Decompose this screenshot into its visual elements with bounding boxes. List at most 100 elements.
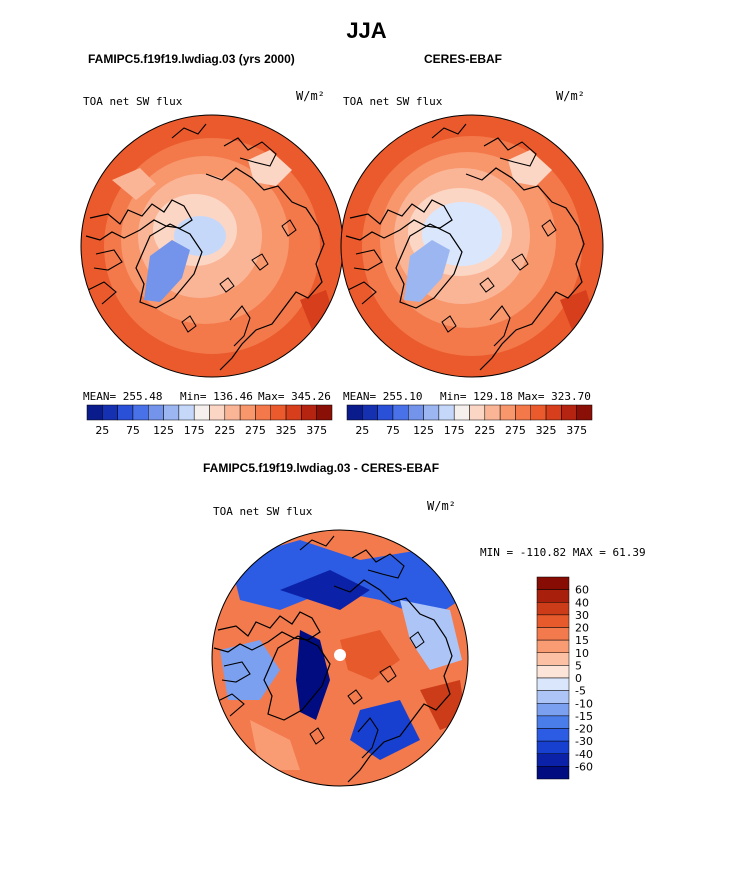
left-field-polar-low <box>174 216 226 256</box>
diff-field-greenland <box>296 630 330 720</box>
diff-colorbar-swatch <box>536 766 570 780</box>
diff-colorbar-swatch <box>536 677 570 691</box>
left-colorbar-tick-label: 125 <box>153 424 174 437</box>
right-map-border <box>340 114 604 378</box>
left-colorbar-swatch <box>102 404 118 421</box>
diff-colorbar-tick-label: -15 <box>575 710 593 723</box>
diff-field-pole-hole <box>334 649 346 661</box>
right-colorbar-swatch <box>469 404 486 421</box>
right-colorbar-tick-label: 75 <box>386 424 400 437</box>
right-field-patch-a <box>508 150 552 186</box>
right-colorbar-swatch <box>438 404 455 421</box>
right-colorbar-swatch <box>377 404 394 421</box>
diff-colorbar-tick-label: 0 <box>575 672 582 685</box>
diff-colorbar-swatch <box>536 602 570 616</box>
left-colorbar-swatch <box>148 404 164 421</box>
diff-colorbar-tick-label: -5 <box>575 685 586 698</box>
left-colorbar-swatch <box>86 404 103 421</box>
diff-colorbar-swatch <box>536 652 570 666</box>
right-units-label: W/m² <box>556 89 585 103</box>
diff-colorbar-tick-label: -30 <box>575 735 593 748</box>
diff-colorbar-swatch <box>536 753 570 767</box>
left-mean-stat: MEAN= 255.48 <box>83 390 163 403</box>
right-colorbar-tick-label: 275 <box>505 424 526 437</box>
left-field-patch-a <box>248 150 292 186</box>
diff-colorbar-tick-label: -40 <box>575 748 593 761</box>
diff-colorbar-tick-label: 30 <box>575 609 589 622</box>
diff-colorbar-tick-label: 60 <box>575 584 589 597</box>
left-panel-title: FAMIPC5.f19f19.lwdiag.03 (yrs 2000) <box>88 52 295 66</box>
diff-colorbar-swatch <box>536 715 570 729</box>
left-colorbar-swatch <box>193 404 210 421</box>
left-min-stat: Min= 136.46 <box>180 390 253 403</box>
right-colorbar-swatch <box>408 404 424 421</box>
right-colorbar-tick-label: 25 <box>355 424 369 437</box>
diff-colorbar-swatch <box>536 690 570 704</box>
diff-field-east-pale <box>400 600 462 670</box>
diff-colorbar-swatch <box>536 639 570 653</box>
right-colorbar-swatch <box>453 404 470 421</box>
right-colorbar-swatch <box>530 404 547 421</box>
right-variable-label: TOA net SW flux <box>343 95 443 108</box>
left-colorbar: 25 75 125 175 225 275 325 375 <box>86 404 333 437</box>
right-colorbar-tick-label: 375 <box>566 424 587 437</box>
right-colorbar-swatch <box>346 404 363 421</box>
left-colorbar-tick-label: 275 <box>245 424 266 437</box>
right-mean-stat: MEAN= 255.10 <box>343 390 423 403</box>
right-colorbar-tick-label: 125 <box>413 424 434 437</box>
left-colorbar-tick-label: 325 <box>276 424 297 437</box>
right-colorbar-swatch <box>499 404 516 421</box>
right-colorbar-swatch <box>561 404 577 421</box>
left-colorbar-swatch <box>224 404 241 421</box>
left-colorbar-swatch <box>178 404 195 421</box>
left-units-label: W/m² <box>296 89 325 103</box>
left-field-patch-b <box>112 168 156 200</box>
left-colorbar-swatch <box>301 404 317 421</box>
diff-variable-label: TOA net SW flux <box>213 505 313 518</box>
diff-colorbar-swatch <box>536 703 570 717</box>
right-panel-title: CERES-EBAF <box>424 52 503 66</box>
diff-field-center-red <box>340 630 400 680</box>
diff-map-border <box>211 529 469 787</box>
right-colorbar-swatch <box>515 404 531 421</box>
diff-colorbar-swatch <box>536 589 570 603</box>
left-colorbar-tick-label: 225 <box>214 424 235 437</box>
left-polar-map <box>80 114 344 378</box>
right-min-stat: Min= 129.18 <box>440 390 513 403</box>
diff-colorbar-swatch <box>536 614 570 628</box>
right-colorbar-swatch <box>392 404 409 421</box>
right-colorbar-swatch <box>545 404 562 421</box>
right-colorbar-swatch <box>362 404 378 421</box>
diff-minmax-stat: MIN = -110.82 MAX = 61.39 <box>480 546 646 559</box>
right-colorbar-swatch <box>576 404 593 421</box>
left-colorbar-swatch <box>255 404 271 421</box>
left-colorbar-tick-label: 175 <box>184 424 205 437</box>
diff-field-south-orange <box>250 720 300 770</box>
diff-colorbar-swatch <box>536 665 570 679</box>
diff-colorbar-tick-label: 10 <box>575 647 589 660</box>
diff-units-label: W/m² <box>427 499 456 513</box>
diff-field-north-deep <box>280 570 370 610</box>
left-colorbar-swatch <box>132 404 149 421</box>
right-colorbar-tick-label: 325 <box>536 424 557 437</box>
diff-field-south-blue <box>350 700 420 760</box>
left-colorbar-tick-label: 375 <box>306 424 327 437</box>
diff-colorbar-tick-label: -10 <box>575 697 593 710</box>
right-colorbar: 25 75 125 175 225 275 325 375 <box>346 404 593 437</box>
diff-colorbar-swatch <box>536 740 570 754</box>
diff-colorbar-swatch <box>536 728 570 742</box>
diff-colorbar-swatch <box>536 576 570 590</box>
page-title: JJA <box>346 18 387 43</box>
left-colorbar-swatch <box>163 404 180 421</box>
right-colorbar-swatch <box>423 404 440 421</box>
diff-colorbar-tick-label: -20 <box>575 723 593 736</box>
diff-polar-map <box>211 529 469 787</box>
left-colorbar-swatch <box>270 404 287 421</box>
left-max-stat: Max= 345.26 <box>258 390 331 403</box>
left-variable-label: TOA net SW flux <box>83 95 183 108</box>
left-colorbar-swatch <box>209 404 226 421</box>
right-colorbar-tick-label: 225 <box>474 424 495 437</box>
left-colorbar-swatch <box>239 404 256 421</box>
